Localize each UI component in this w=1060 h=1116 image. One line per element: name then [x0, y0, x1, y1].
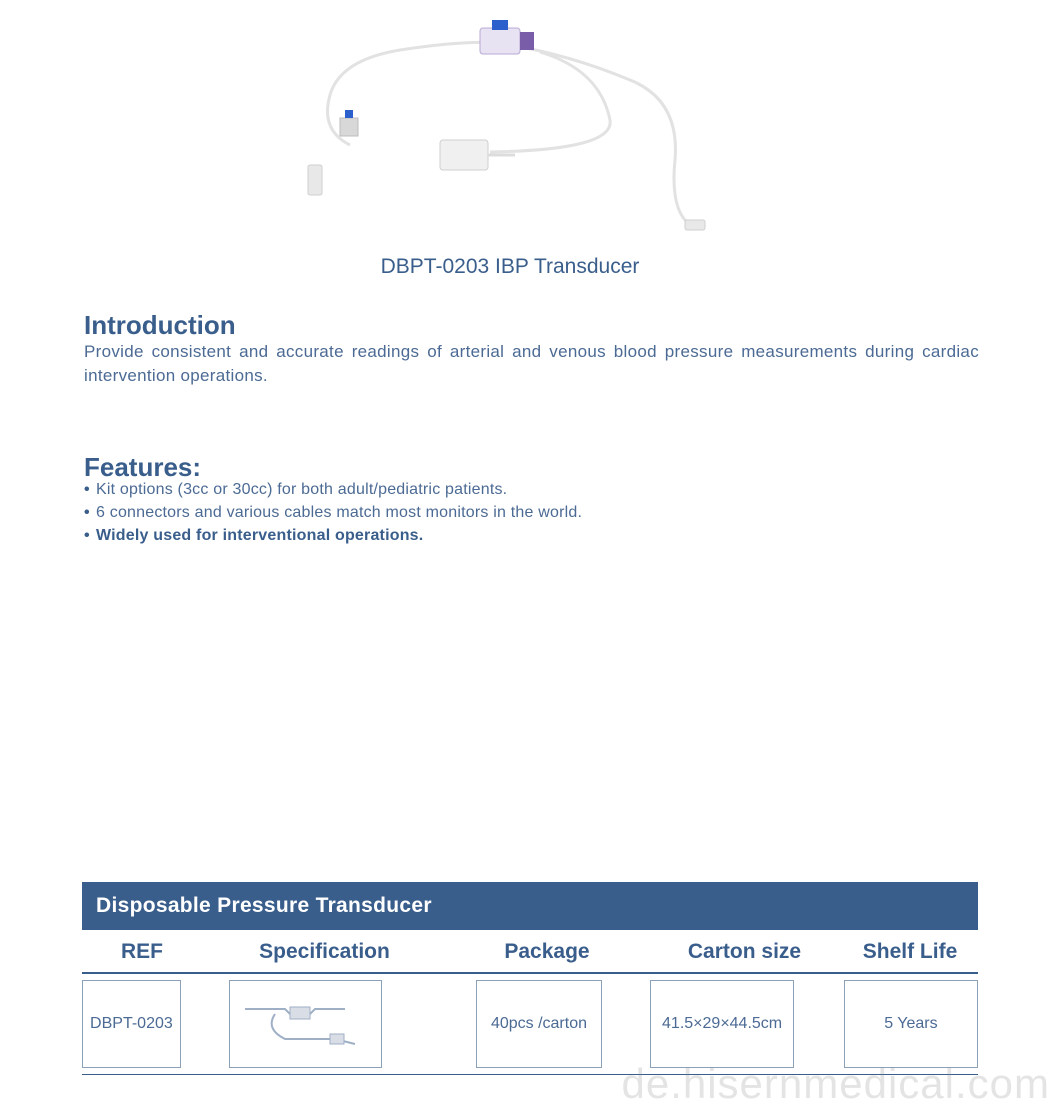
- cell-package: 40pcs /carton: [476, 980, 603, 1068]
- product-illustration: [280, 10, 740, 240]
- watermark: de.hisernmedical.com: [621, 1060, 1050, 1108]
- introduction-body: Provide consistent and accurate readings…: [84, 340, 979, 388]
- feature-item: Kit options (3cc or 30cc) for both adult…: [84, 478, 582, 501]
- col-header-size: Carton size: [647, 940, 842, 964]
- col-header-ref: REF: [82, 940, 202, 964]
- col-header-spec: Specification: [202, 940, 447, 964]
- cell-shelf-life: 5 Years: [844, 980, 978, 1068]
- features-list: Kit options (3cc or 30cc) for both adult…: [84, 478, 582, 548]
- cell-spec: [229, 980, 382, 1068]
- product-title: DBPT-0203 IBP Transducer: [0, 255, 1020, 279]
- feature-item: Widely used for interventional operation…: [84, 524, 582, 547]
- feature-item: 6 connectors and various cables match mo…: [84, 501, 582, 524]
- cell-carton-size: 41.5×29×44.5cm: [650, 980, 793, 1068]
- table-title: Disposable Pressure Transducer: [82, 882, 978, 930]
- introduction-heading: Introduction: [84, 310, 236, 341]
- spec-diagram-icon: [235, 989, 375, 1059]
- cell-ref: DBPT-0203: [82, 980, 181, 1068]
- table-header-row: REF Specification Package Carton size Sh…: [82, 930, 978, 974]
- col-header-pkg: Package: [447, 940, 647, 964]
- spec-table: Disposable Pressure Transducer REF Speci…: [82, 882, 978, 1075]
- col-header-shelf: Shelf Life: [842, 940, 978, 964]
